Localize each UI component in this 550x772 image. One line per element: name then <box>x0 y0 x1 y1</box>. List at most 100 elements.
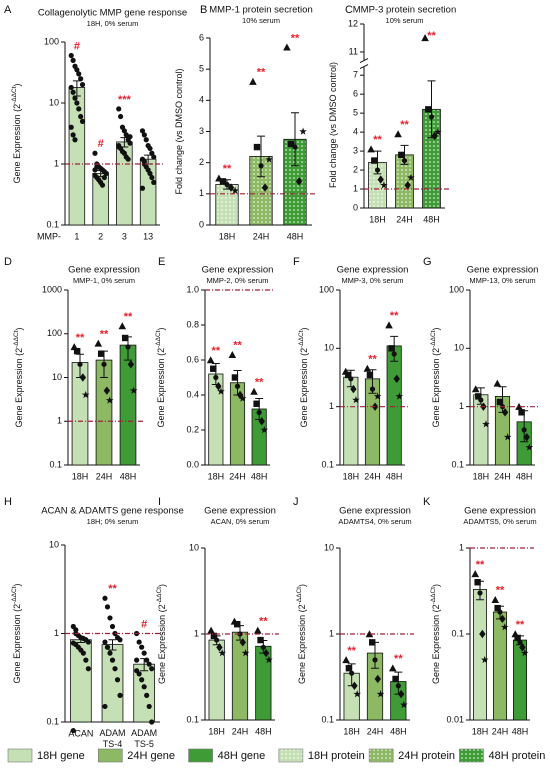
x-tick-label: 48H <box>120 471 137 481</box>
data-point <box>392 675 399 683</box>
chart-title: MMP-1 protein secretion <box>209 5 312 16</box>
bar <box>472 589 487 721</box>
y-axis-label-part: Fold change (vs DMSO control) <box>328 62 338 188</box>
data-point <box>253 143 261 151</box>
data-point <box>141 650 147 656</box>
significance: ** <box>108 583 117 595</box>
y-axis-label-part: Gene Expression (2 <box>157 604 167 684</box>
data-point <box>77 361 83 367</box>
chart-title: Gene expression <box>339 506 411 517</box>
chart-subtitle: 18H; 0% serum <box>87 517 139 526</box>
y-axis-label-part: Gene Expression (2 <box>297 604 307 684</box>
x-tick-label: 13 <box>143 231 153 241</box>
y-axis-label-part: ) <box>297 584 307 587</box>
data-point <box>214 637 220 643</box>
y-axis-label: Fold change (vs DMSO control) <box>328 62 338 188</box>
data-point <box>234 621 241 628</box>
data-point <box>92 150 98 156</box>
y-tick-label: 6 <box>353 89 358 99</box>
data-point <box>139 677 145 683</box>
data-point <box>515 402 523 410</box>
data-point <box>482 420 490 428</box>
y-axis-label: Gene Expression (2-ΔΔCt) <box>430 584 441 684</box>
y-tick-label: 3 <box>353 145 358 155</box>
bar <box>231 631 249 721</box>
x-tick-label: 48H <box>512 726 529 736</box>
y-tick-label: 1 <box>199 188 204 198</box>
data-point <box>425 106 432 113</box>
data-point <box>258 417 265 426</box>
y-axis-label: Gene Expression (2-ΔΔCt) <box>430 328 441 428</box>
chart-title: MMP-3 protein secretion <box>353 5 456 16</box>
data-point <box>149 666 155 672</box>
panel-letter: I <box>158 496 161 508</box>
data-point <box>105 396 114 404</box>
data-point <box>79 82 86 88</box>
x-tick-label: ADAM TS-5 <box>131 728 157 749</box>
data-point <box>151 179 157 185</box>
chart-title: Gene expression <box>204 506 276 517</box>
y-tick-label: 7 <box>353 70 358 80</box>
data-point <box>70 727 76 734</box>
y-tick-label: 1 <box>353 183 358 193</box>
x-tick-label: 2 <box>98 231 103 241</box>
data-point <box>141 684 147 690</box>
data-point <box>139 128 146 134</box>
y-tick-label: 10 <box>324 343 334 353</box>
data-point <box>103 170 109 177</box>
legend-swatch <box>7 748 33 763</box>
data-point <box>70 57 76 63</box>
data-point <box>147 170 153 177</box>
chart-title: Gene expression <box>464 506 536 517</box>
x-tick-label: 24H <box>364 471 381 481</box>
chart-title: Gene expression <box>467 265 539 276</box>
data-point <box>85 666 91 672</box>
y-axis-label-part: -ΔΔCt <box>156 587 163 605</box>
data-point <box>219 178 227 185</box>
data-point <box>94 164 100 170</box>
data-point <box>401 157 408 164</box>
y-tick-label: 100 <box>44 36 59 46</box>
data-point <box>68 52 74 59</box>
y-axis-label-part: -ΔΔCt <box>298 330 305 348</box>
panel-letter: E <box>158 256 165 268</box>
data-point <box>517 639 523 645</box>
data-point <box>421 34 429 42</box>
data-point <box>114 677 121 683</box>
data-point <box>518 409 525 416</box>
chart-title: Gene expression <box>202 265 274 276</box>
significance: *** <box>118 94 132 106</box>
data-point <box>299 127 307 135</box>
y-tick-label: 100 <box>47 328 62 338</box>
x-tick-label: 18H <box>219 231 236 241</box>
y-axis-label-part: -ΔΔCt <box>296 587 303 605</box>
bar <box>119 344 137 466</box>
data-point <box>393 374 400 384</box>
y-tick-label: 0.4 <box>186 389 199 399</box>
error-bar <box>257 135 265 178</box>
y-tick-label: 1000 <box>42 284 62 294</box>
y-axis-label: Gene Expression (2-ΔΔCt) <box>11 84 22 184</box>
data-point <box>127 134 133 140</box>
y-axis-label-part: Gene Expression (2 <box>299 348 309 428</box>
data-point <box>400 700 408 709</box>
data-point <box>434 128 442 136</box>
x-tick-label: 18H <box>208 726 225 736</box>
data-point <box>287 140 295 148</box>
data-point <box>136 671 142 677</box>
data-point <box>94 339 103 347</box>
x-tick-label: 48H <box>255 726 272 736</box>
panel-letter: C <box>345 4 353 16</box>
significance: ** <box>496 585 505 597</box>
x-tick-label: ACAN <box>68 728 93 738</box>
y-tick-label: 4 <box>199 95 204 105</box>
y-tick-label: 10 <box>189 542 199 552</box>
error-bar <box>108 639 117 651</box>
axis-break <box>359 58 369 64</box>
data-point <box>397 689 405 699</box>
significance: ** <box>255 376 264 388</box>
x-tick-label: 3 <box>122 231 127 241</box>
y-axis-label-part: Gene Expression (2 <box>14 348 24 428</box>
y-tick-label: 10 <box>324 542 334 552</box>
